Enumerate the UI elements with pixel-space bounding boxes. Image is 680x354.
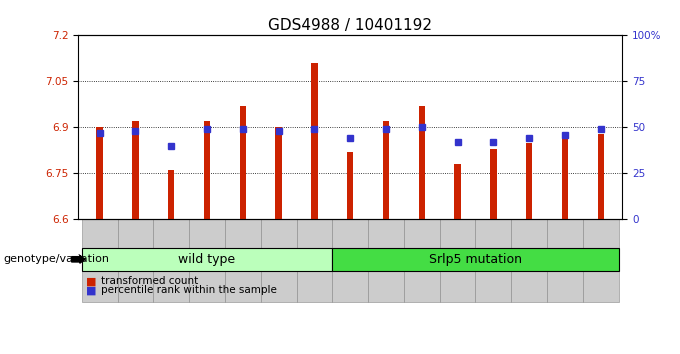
Bar	[333, 219, 368, 302]
Bar	[383, 121, 389, 219]
Text: ■: ■	[86, 276, 97, 286]
Text: genotype/variation: genotype/variation	[3, 254, 109, 264]
Bar	[239, 106, 246, 219]
Bar	[168, 170, 175, 219]
Bar	[404, 219, 440, 302]
Bar	[547, 219, 583, 302]
Bar	[475, 219, 511, 302]
Bar	[82, 219, 118, 302]
Bar	[204, 121, 210, 219]
Bar	[260, 219, 296, 302]
Bar	[598, 133, 604, 219]
Bar	[419, 106, 425, 219]
Text: transformed count: transformed count	[101, 276, 199, 286]
Bar	[347, 152, 354, 219]
Bar	[154, 219, 189, 302]
Bar	[311, 63, 318, 219]
Bar	[132, 121, 139, 219]
Text: Srlp5 mutation: Srlp5 mutation	[429, 253, 522, 266]
Bar	[275, 127, 282, 219]
Bar	[225, 219, 260, 302]
Bar	[511, 219, 547, 302]
Bar	[296, 219, 333, 302]
Text: ■: ■	[86, 285, 97, 295]
Title: GDS4988 / 10401192: GDS4988 / 10401192	[268, 18, 432, 33]
Bar	[189, 219, 225, 302]
Bar	[118, 219, 154, 302]
Bar	[454, 164, 461, 219]
Bar	[97, 127, 103, 219]
Bar	[368, 219, 404, 302]
Bar	[440, 219, 475, 302]
Bar	[583, 219, 619, 302]
Text: percentile rank within the sample: percentile rank within the sample	[101, 285, 277, 295]
Text: wild type: wild type	[178, 253, 235, 266]
Bar	[562, 133, 568, 219]
Bar	[490, 149, 496, 219]
Bar	[526, 143, 532, 219]
